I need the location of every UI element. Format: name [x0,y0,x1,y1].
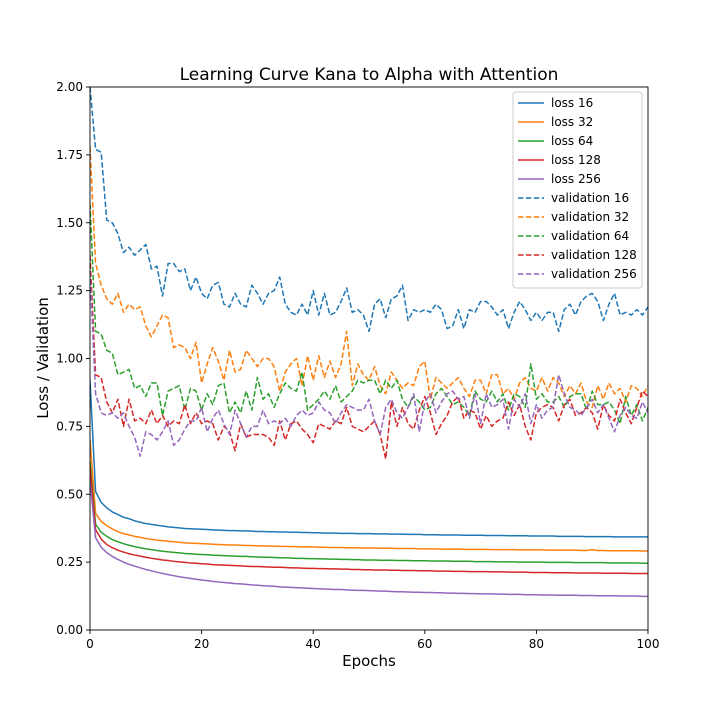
y-tick-label: 1.00 [56,352,83,366]
series-line-validation-16 [90,87,648,333]
legend-label: loss 32 [551,115,593,129]
x-tick-label: 0 [86,637,94,651]
x-tick-label: 80 [529,637,544,651]
legend-label: loss 64 [551,134,593,148]
legend-label: loss 128 [551,153,601,167]
y-axis-title: Loss / Validation [34,297,52,419]
x-axis-title: Epochs [342,652,396,670]
series-line-validation-128 [90,255,648,460]
series-line-loss-16 [90,380,648,538]
legend-label: validation 256 [551,267,637,281]
legend-label: loss 256 [551,172,601,186]
x-tick-label: 100 [637,637,660,651]
legend: loss 16 loss 32 loss 64 loss 128 loss 256 val… [512,91,643,289]
y-tick-label: 1.25 [56,284,83,298]
y-tick-label: 1.50 [56,216,83,230]
legend-box [512,91,643,289]
series-line-loss-32 [90,439,648,552]
legend-label: validation 16 [551,191,629,205]
legend-label: loss 16 [551,96,593,110]
y-tick-label: 2.00 [56,80,83,94]
legend-label: validation 32 [551,210,629,224]
y-tick-label: 0.75 [56,419,83,433]
y-tick-label: 0.00 [56,623,83,637]
series-line-loss-256 [90,480,648,598]
y-tick-label: 0.50 [56,487,83,501]
x-tick-label: 60 [417,637,432,651]
x-tick-label: 20 [194,637,209,651]
y-tick-label: 1.75 [56,148,83,162]
x-tick-label: 40 [306,637,321,651]
legend-label: validation 128 [551,248,637,262]
series-line-loss-128 [90,467,648,575]
y-tick-label: 0.25 [56,555,83,569]
chart-title: Learning Curve Kana to Alpha with Attent… [180,65,559,85]
plot-area [90,87,648,598]
series-line-loss-64 [90,461,648,564]
legend-label: validation 64 [551,229,629,243]
axes: 0 20 40 60 80 100 0.00 0.25 0.50 0.75 1.00 1.25 1.50… [56,80,659,651]
series-line-validation-256 [90,271,648,457]
